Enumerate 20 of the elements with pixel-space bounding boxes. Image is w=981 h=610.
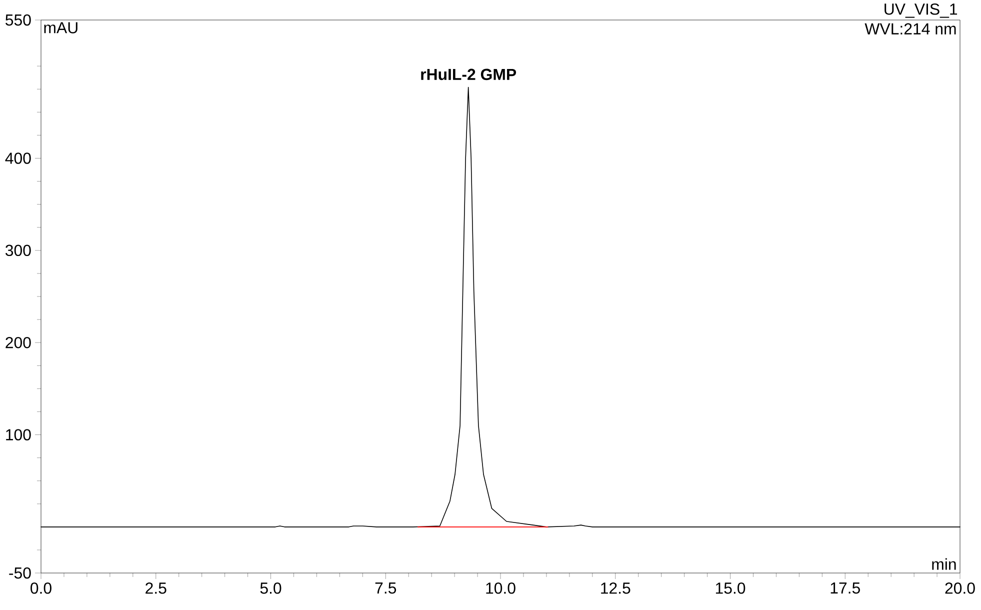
x-tick-label: 0.0 [30, 582, 52, 594]
x-axis-title: min [932, 558, 956, 570]
x-tick-label: 15.0 [716, 582, 746, 594]
x-tick-label: 20.0 [945, 582, 975, 594]
x-tick-label: 17.5 [830, 582, 860, 594]
chart-title: UV_VIS_1 [884, 4, 958, 18]
x-tick-label: 5.0 [260, 582, 282, 594]
x-tick-label: 2.5 [146, 582, 166, 594]
chart-subtitle: WVL:214 nm [864, 23, 956, 34]
y-tick-label: -50 [9, 567, 31, 579]
x-tick-label: 7.5 [375, 582, 396, 594]
x-tick-label: 10.0 [486, 582, 516, 594]
y-tick-label: 100 [6, 429, 31, 440]
y-tick-label: 300 [5, 244, 31, 256]
annotation: rHuIL-2 GMP [421, 68, 516, 80]
y-tick-label: 550 [6, 14, 31, 26]
y-tick-label: 400 [5, 152, 31, 164]
y-tick-label: 200 [6, 336, 31, 348]
y-axis-title: mAU [44, 22, 78, 34]
x-tick-label: 12.5 [601, 582, 630, 594]
